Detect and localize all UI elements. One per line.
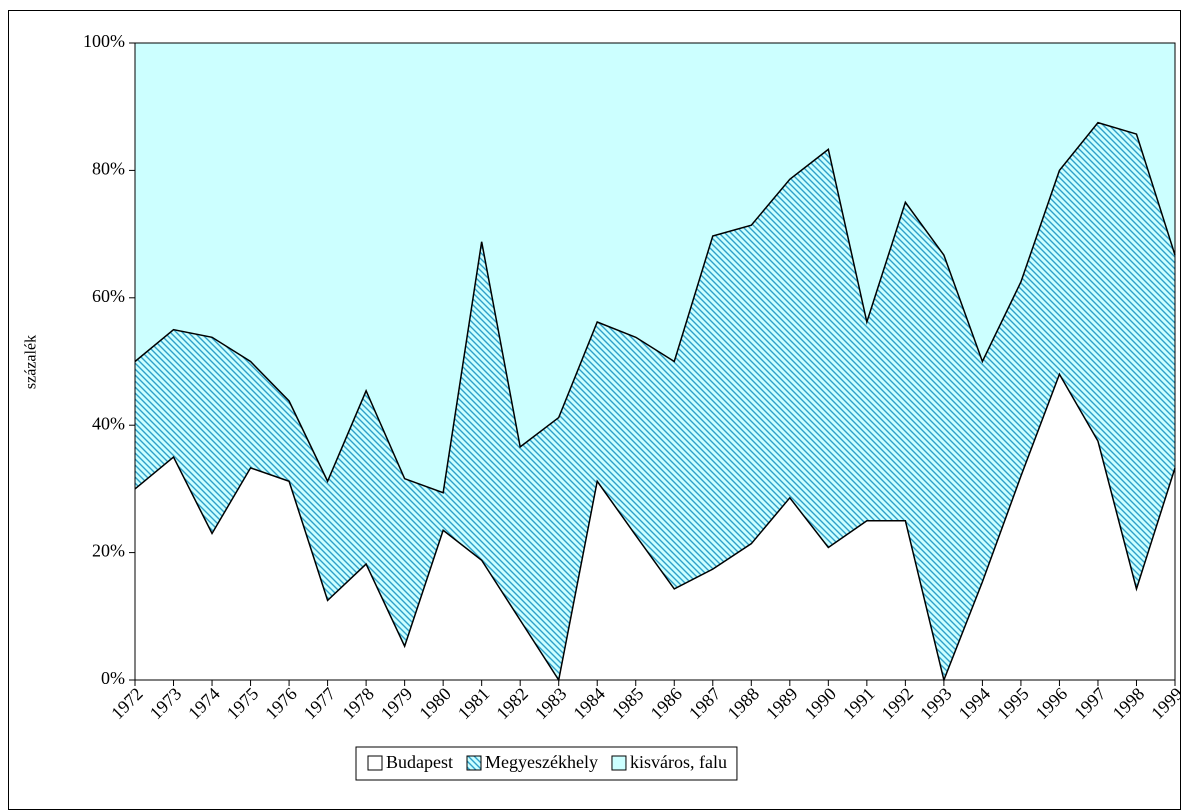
x-tick-label: 1987 — [685, 684, 725, 724]
x-tick-label: 1989 — [762, 684, 802, 724]
x-tick-label: 1980 — [415, 684, 455, 724]
x-tick-label: 1976 — [261, 684, 301, 724]
x-tick-label: 1990 — [800, 684, 840, 724]
y-tick-label: 100% — [83, 31, 125, 51]
x-tick-label: 1997 — [1070, 684, 1110, 724]
area — [135, 122, 1175, 680]
y-tick-label: 0% — [101, 668, 125, 688]
x-tick-label: 1977 — [300, 684, 340, 724]
x-tick-label: 1978 — [338, 684, 378, 724]
x-tick-label: 1972 — [107, 684, 147, 724]
x-tick-label: 1991 — [839, 684, 879, 724]
x-tick-label: 1994 — [955, 684, 995, 724]
area — [135, 43, 1175, 493]
legend: Budapest Megyeszékhely kisváros, falu — [355, 746, 738, 781]
y-tick-label: 60% — [92, 286, 125, 306]
x-tick-label: 1975 — [223, 684, 263, 724]
legend-label: Budapest — [386, 752, 453, 772]
y-tick-label: 20% — [92, 541, 125, 561]
plot-frame — [134, 42, 1176, 681]
legend-box — [355, 746, 738, 781]
y-tick-label: 40% — [92, 413, 125, 433]
x-tick-label: 1995 — [993, 684, 1033, 724]
x-tick-label: 1973 — [146, 684, 186, 724]
x-tick-label: 1999 — [1147, 684, 1181, 724]
x-tick-label: 1984 — [569, 684, 609, 724]
legend-swatch — [367, 755, 383, 771]
x-tick-label: 1981 — [454, 684, 494, 724]
y-tick-label: 80% — [92, 159, 125, 179]
x-tick-label: 1992 — [878, 684, 918, 724]
legend-label: kisváros, falu — [630, 752, 727, 772]
x-tick-label: 1986 — [646, 684, 686, 724]
x-tick-label: 1998 — [1109, 684, 1149, 724]
x-tick-label: 1988 — [723, 684, 763, 724]
x-tick-label: 1983 — [531, 684, 571, 724]
legend-swatch — [466, 755, 482, 771]
legend-swatch — [611, 755, 627, 771]
series-line — [134, 121, 1176, 494]
x-tick-label: 1982 — [492, 684, 532, 724]
x-tick-label: 1974 — [184, 684, 224, 724]
x-tick-label: 1993 — [916, 684, 956, 724]
series-line — [134, 372, 1176, 683]
x-tick-label: 1979 — [377, 684, 417, 724]
legend-label: Megyeszékhely — [485, 752, 598, 772]
area — [135, 374, 1175, 680]
x-tick-label: 1996 — [1032, 684, 1072, 724]
y-axis-label: százalék — [23, 335, 40, 389]
x-tick-label: 1985 — [608, 684, 648, 724]
